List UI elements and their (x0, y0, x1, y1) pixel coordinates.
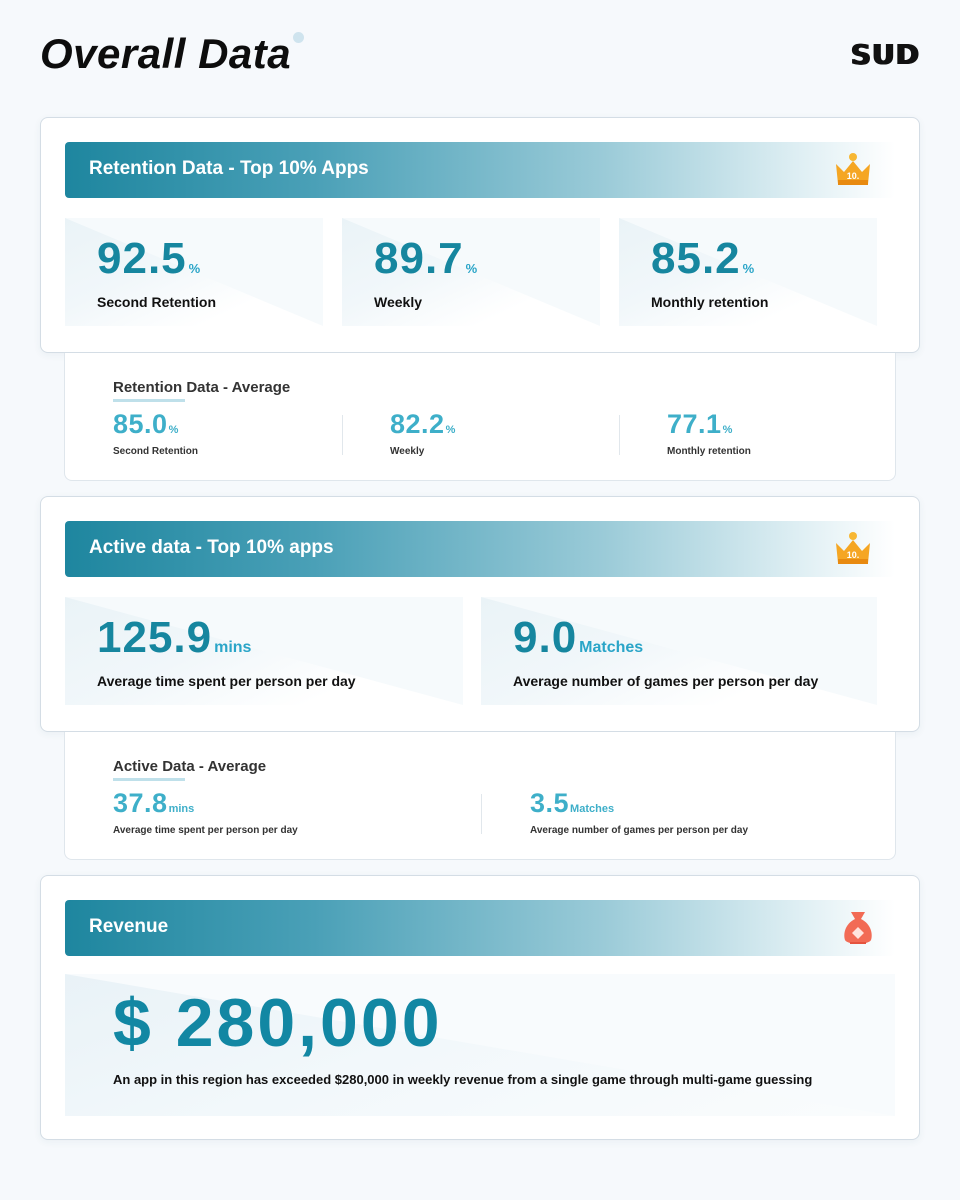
stat-label: Average number of games per person per d… (513, 673, 819, 689)
money-bag-icon (844, 912, 872, 944)
stat-value: 125.9 (97, 613, 213, 662)
avg-monthly-retention: 77.1% Monthly retention (667, 409, 751, 457)
stat-value: 9.0 (513, 613, 578, 662)
divider (481, 794, 482, 834)
avg-value: 37.8 (113, 788, 168, 818)
avg-label: Weekly (390, 446, 425, 457)
stat-monthly-retention: 85.2% Monthly retention (619, 218, 877, 326)
brand-logo: SUD (850, 38, 920, 71)
title-decoration-dot (293, 32, 304, 43)
revenue-card: Revenue $ 280,000 An app in this region … (40, 875, 920, 1140)
avg-unit: mins (168, 803, 195, 815)
avg-unit: % (722, 424, 733, 436)
stat-unit: mins (214, 639, 252, 656)
avg-unit: Matches (570, 803, 615, 815)
crown-icon: 10. (836, 532, 870, 564)
active-top-card: Active data - Top 10% apps 10. 125.9 mins… (40, 496, 920, 732)
retention-top-title: Retention Data - Top 10% Apps (89, 158, 369, 179)
revenue-description: An app in this region has exceeded $280,… (113, 1072, 813, 1087)
stat-value: 92.5 (97, 234, 187, 283)
avg-value: 3.5 (530, 788, 570, 818)
revenue-banner: Revenue (65, 900, 895, 956)
avg-time-spent: 37.8mins Average time spent per person p… (113, 788, 298, 836)
avg-label: Second Retention (113, 446, 199, 457)
divider (342, 415, 343, 455)
active-average-title: Active Data - Average (113, 758, 267, 775)
retention-average-card: Retention Data - Average 85.0% Second Re… (64, 353, 896, 481)
avg-unit: % (168, 424, 179, 436)
title-underline (113, 399, 185, 402)
stat-value: 85.2 (651, 234, 741, 283)
stat-avg-games: 9.0 Matches Average number of games per p… (481, 597, 877, 705)
revenue-title: Revenue (89, 916, 169, 937)
stat-label: Monthly retention (651, 294, 769, 310)
stat-second-retention: 92.5% Second Retention (65, 218, 323, 326)
crown-badge-text: 10. (847, 550, 860, 560)
stat-label: Second Retention (97, 294, 217, 310)
stat-avg-time-spent: 125.9 mins Average time spent per person … (65, 597, 463, 705)
stat-weekly: 89.7% Weekly (342, 218, 600, 326)
active-top-banner: Active data - Top 10% apps 10. (65, 521, 895, 577)
avg-label: Average number of games per person per d… (530, 825, 749, 836)
avg-value: 85.0 (113, 409, 168, 439)
page-title: Overall Data (40, 30, 292, 77)
stat-unit: Matches (579, 639, 644, 656)
crown-badge-text: 10. (847, 171, 860, 181)
crown-icon: 10. (836, 153, 870, 185)
divider (619, 415, 620, 455)
avg-value: 82.2 (390, 409, 445, 439)
revenue-value: $ 280,000 (113, 985, 443, 1061)
stat-unit: % (742, 261, 755, 276)
stat-value: 89.7 (374, 234, 464, 283)
avg-games: 3.5Matches Average number of games per p… (530, 788, 748, 836)
avg-second-retention: 85.0% Second Retention (113, 409, 198, 457)
avg-label: Average time spent per person per day (113, 825, 298, 836)
stat-label: Average time spent per person per day (97, 673, 356, 689)
retention-top-banner: Retention Data - Top 10% Apps 10. (65, 142, 895, 198)
avg-unit: % (445, 424, 456, 436)
stat-label: Weekly (374, 294, 422, 310)
avg-label: Monthly retention (667, 446, 751, 457)
title-underline (113, 778, 185, 781)
retention-top-card: Retention Data - Top 10% Apps 10. 92.5% … (40, 117, 920, 353)
avg-weekly: 82.2% Weekly (390, 409, 455, 457)
stat-unit: % (465, 261, 478, 276)
active-top-title: Active data - Top 10% apps (89, 537, 334, 558)
stat-unit: % (188, 261, 201, 276)
active-average-card: Active Data - Average 37.8mins Average t… (64, 732, 896, 860)
avg-value: 77.1 (667, 409, 722, 439)
retention-average-title: Retention Data - Average (113, 379, 291, 396)
